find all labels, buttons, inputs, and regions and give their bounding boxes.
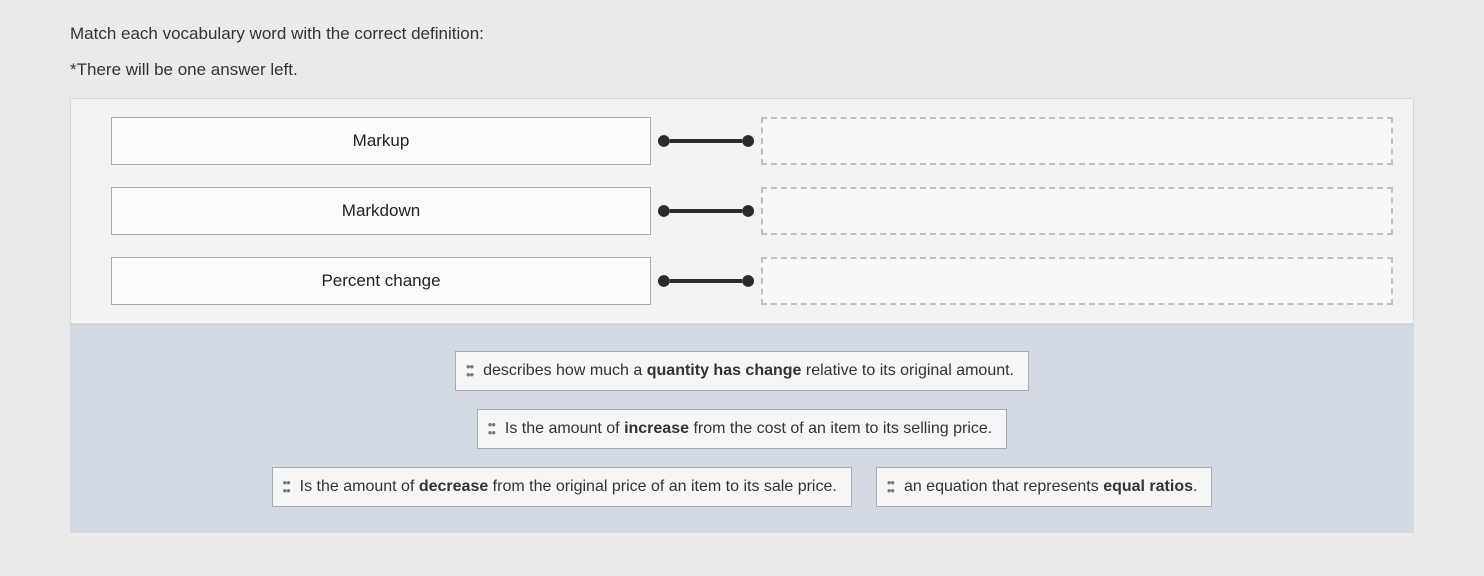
term-label: Markup <box>353 131 410 151</box>
term-box-markup[interactable]: Markup <box>111 117 651 165</box>
bank-row: •••• Is the amount of decrease from the … <box>130 467 1354 507</box>
connector-line <box>651 204 761 218</box>
match-row: Markup <box>111 117 1393 165</box>
term-box-percent-change[interactable]: Percent change <box>111 257 651 305</box>
term-label: Markdown <box>342 201 420 221</box>
answer-chip-decrease[interactable]: •••• Is the amount of decrease from the … <box>272 467 852 507</box>
answer-text: describes how much a quantity has change… <box>483 362 1014 380</box>
matching-panel: Markup Markdown <box>70 98 1414 324</box>
term-label: Percent change <box>321 271 440 291</box>
drag-grip-icon: •••• <box>283 479 290 495</box>
answer-text: Is the amount of increase from the cost … <box>505 420 992 438</box>
term-box-markdown[interactable]: Markdown <box>111 187 651 235</box>
bank-row: •••• Is the amount of increase from the … <box>130 409 1354 449</box>
connector-line <box>651 134 761 148</box>
answer-text: Is the amount of decrease from the origi… <box>300 478 837 496</box>
drag-grip-icon: •••• <box>488 421 495 437</box>
drop-zone[interactable] <box>761 117 1393 165</box>
drop-zone[interactable] <box>761 257 1393 305</box>
answer-chip-equal-ratios[interactable]: •••• an equation that represents equal r… <box>876 467 1213 507</box>
connector-line <box>651 274 761 288</box>
drop-zone[interactable] <box>761 187 1393 235</box>
question-container: Match each vocabulary word with the corr… <box>0 0 1484 533</box>
note-text: *There will be one answer left. <box>70 60 1414 80</box>
instruction-text: Match each vocabulary word with the corr… <box>70 24 1414 44</box>
drag-grip-icon: •••• <box>887 479 894 495</box>
answer-chip-increase[interactable]: •••• Is the amount of increase from the … <box>477 409 1007 449</box>
match-row: Markdown <box>111 187 1393 235</box>
answer-chip-quantity-change[interactable]: •••• describes how much a quantity has c… <box>455 351 1029 391</box>
bank-row: •••• describes how much a quantity has c… <box>130 351 1354 391</box>
answer-text: an equation that represents equal ratios… <box>904 478 1198 496</box>
answer-bank: •••• describes how much a quantity has c… <box>70 324 1414 533</box>
match-row: Percent change <box>111 257 1393 305</box>
drag-grip-icon: •••• <box>466 363 473 379</box>
